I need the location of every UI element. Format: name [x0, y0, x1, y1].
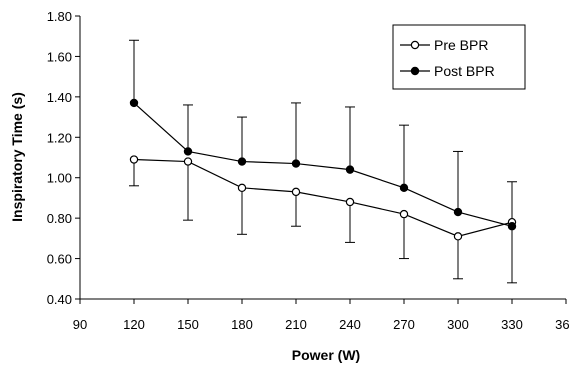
y-tick-label: 1.40 [47, 90, 72, 105]
data-markers [129, 98, 517, 241]
data-point-pre-bpr [291, 187, 301, 197]
legend-marker-pre [410, 40, 420, 50]
legend-box [392, 24, 526, 90]
data-point-post-bpr [183, 147, 193, 156]
data-point-post-bpr [237, 157, 247, 166]
axes [75, 15, 567, 304]
data-point-pre-bpr [183, 157, 193, 166]
y-tick-label: 1.60 [47, 49, 72, 64]
tick-labels: 90 120 150 180 210 240 270 300 330 360 0.40 0.60 0.8… [47, 9, 569, 332]
y-tick-label: 1.00 [47, 171, 72, 186]
x-tick-label: 180 [231, 317, 253, 332]
x-tick-label: 90 [73, 317, 87, 332]
x-tick-label: 360 [555, 317, 569, 332]
legend-label-post: Post BPR [434, 63, 495, 79]
series-line-pre-bpr [133, 158, 513, 237]
legend-label-pre: Pre BPR [434, 37, 488, 53]
x-tick-label: 240 [339, 317, 361, 332]
x-tick-label: 210 [285, 317, 307, 332]
data-point-post-bpr [453, 207, 463, 217]
data-point-post-bpr [345, 165, 355, 174]
data-point-post-bpr [291, 159, 301, 168]
data-point-post-bpr [507, 222, 517, 231]
data-point-pre-bpr [453, 232, 463, 241]
series-line-post-bpr [133, 102, 513, 227]
error-bars [129, 39, 517, 284]
legend: Pre BPR Post BPR [392, 24, 526, 90]
data-point-post-bpr [129, 98, 139, 108]
x-tick-label: 330 [501, 317, 523, 332]
y-tick-label: 1.80 [47, 9, 72, 24]
x-tick-label: 270 [393, 317, 415, 332]
y-tick-label: 1.20 [47, 130, 72, 145]
x-tick-label: 120 [123, 317, 145, 332]
data-point-pre-bpr [399, 209, 409, 219]
data-point-post-bpr [399, 183, 409, 193]
data-point-pre-bpr [237, 183, 247, 193]
data-point-pre-bpr [129, 155, 139, 164]
x-axis-title: Power (W) [292, 347, 360, 363]
y-tick-label: 0.60 [47, 252, 72, 267]
series-lines [133, 102, 513, 237]
data-point-pre-bpr [345, 197, 355, 207]
legend-marker-post [410, 66, 420, 76]
y-tick-label: 0.40 [47, 292, 72, 307]
y-tick-label: 0.80 [47, 211, 72, 226]
x-tick-label: 300 [447, 317, 469, 332]
x-tick-label: 150 [177, 317, 199, 332]
y-axis-title: Inspiratory Time (s) [9, 92, 25, 222]
